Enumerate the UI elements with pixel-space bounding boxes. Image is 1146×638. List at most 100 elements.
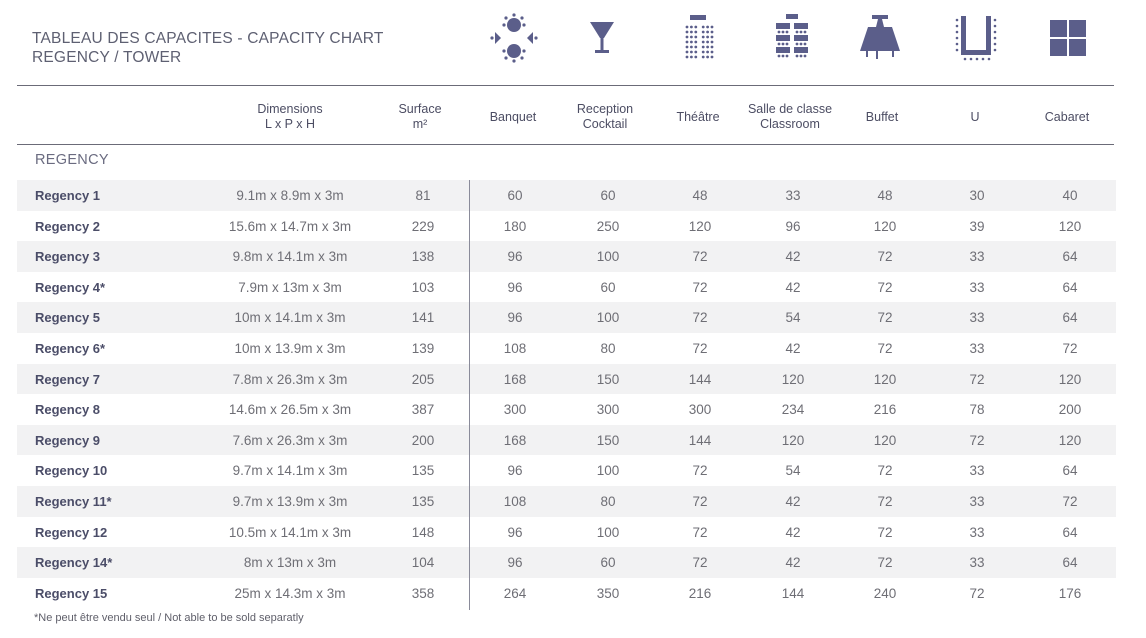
table-row: Regency 5 10m x 14.1m x 3m 141 96 100 72 54 72 3… xyxy=(17,302,1116,333)
cell-buffet: 48 xyxy=(877,188,893,203)
table-row: Regency 15 25m x 14.3m x 3m 358 264 350 216 14… xyxy=(17,578,1116,609)
cell-dim: 15.6m x 14.7m x 3m xyxy=(228,218,352,234)
cell-theatre: 72 xyxy=(692,524,708,540)
cell-buffet: 120 xyxy=(873,218,897,234)
cell-dim: 7.9m x 13m x 3m xyxy=(238,279,342,295)
cell-u: 33 xyxy=(969,310,985,326)
column-divider xyxy=(469,180,470,610)
cell-surface: 229 xyxy=(411,218,435,234)
room-name: Regency 6* xyxy=(35,340,106,356)
cell-cabaret: 40 xyxy=(1062,188,1078,203)
cell-surface: 141 xyxy=(411,310,435,326)
cell-banquet: 108 xyxy=(503,340,527,356)
room-name: Regency 9 xyxy=(35,432,101,448)
cell-surface: 135 xyxy=(411,463,435,479)
cell-banquet: 96 xyxy=(507,279,523,295)
table-row: Regency 14* 8m x 13m x 3m 104 96 60 72 42 72 33 6… xyxy=(17,547,1116,578)
header-surface: Surface m² xyxy=(398,102,442,131)
table-row: Regency 11* 9.7m x 13.9m x 3m 135 108 80 72 42… xyxy=(17,485,1116,517)
cell-cabaret: 176 xyxy=(1058,585,1082,601)
cell-theatre: 72 xyxy=(692,279,708,295)
cell-u: 33 xyxy=(969,555,985,571)
classroom-icon xyxy=(764,10,820,66)
room-name: Regency 8 xyxy=(35,402,101,418)
cell-banquet: 96 xyxy=(507,463,523,479)
cell-u: 30 xyxy=(969,188,985,203)
cell-theatre: 216 xyxy=(688,585,712,601)
cell-reception: 80 xyxy=(600,493,616,509)
table-row: Regency 3 9.8m x 14.1m x 3m 138 96 100 72 42 72… xyxy=(17,241,1116,272)
buffet-icon xyxy=(852,10,908,66)
cell-dim: 10.5m x 14.1m x 3m xyxy=(228,524,352,540)
cell-banquet: 300 xyxy=(503,402,527,418)
cell-theatre: 144 xyxy=(688,432,712,448)
cell-dim: 25m x 14.3m x 3m xyxy=(234,585,346,601)
cell-reception: 100 xyxy=(596,524,620,540)
table-row: Regency 4* 7.9m x 13m x 3m 103 96 60 72 42 72 33… xyxy=(17,272,1116,303)
cell-dim: 8m x 13m x 3m xyxy=(243,555,337,571)
header-reception: Reception Cocktail xyxy=(576,102,634,131)
cell-banquet: 180 xyxy=(503,218,527,234)
cell-u: 72 xyxy=(969,432,985,448)
cell-surface: 135 xyxy=(411,493,435,509)
cell-dim: 9.7m x 14.1m x 3m xyxy=(232,463,348,479)
cell-reception: 80 xyxy=(600,340,616,356)
room-name: Regency 12 xyxy=(35,524,108,540)
cell-buffet: 72 xyxy=(877,279,893,295)
room-name: Regency 10 xyxy=(35,463,108,479)
cell-buffet: 72 xyxy=(877,340,893,356)
cell-theatre: 72 xyxy=(692,340,708,356)
cocktail-icon xyxy=(574,10,630,66)
cell-reception: 250 xyxy=(596,218,620,234)
cell-reception: 100 xyxy=(596,310,620,326)
cell-surface: 387 xyxy=(411,402,435,418)
cell-banquet: 168 xyxy=(503,371,527,387)
cell-classroom: 42 xyxy=(785,340,801,356)
header-top-rule xyxy=(17,85,1114,86)
cell-banquet: 108 xyxy=(503,493,527,509)
cell-reception: 100 xyxy=(596,249,620,265)
cell-u: 39 xyxy=(969,218,985,234)
cell-classroom: 54 xyxy=(785,463,801,479)
cell-buffet: 120 xyxy=(873,371,897,387)
cell-buffet: 120 xyxy=(873,432,897,448)
cell-u: 72 xyxy=(969,585,985,601)
table-row: Regency 2 15.6m x 14.7m x 3m 229 180 250 120 9… xyxy=(17,211,1116,242)
cell-banquet: 96 xyxy=(507,310,523,326)
footnote: *Ne peut être vendu seul / Not able to b… xyxy=(34,612,304,624)
cell-classroom: 33 xyxy=(785,188,801,203)
cell-cabaret: 200 xyxy=(1058,402,1082,418)
title-block: TABLEAU DES CAPACITES - CAPACITY CHART R… xyxy=(32,29,384,67)
table-row: Regency 9 7.6m x 26.3m x 3m 200 168 150 144 12… xyxy=(17,424,1116,456)
cell-dim: 10m x 14.1m x 3m xyxy=(234,310,346,326)
table-row: Regency 1 9.1m x 8.9m x 3m 81 60 60 48 33 48 30 4… xyxy=(17,180,1116,211)
cell-classroom: 42 xyxy=(785,555,801,571)
cell-buffet: 216 xyxy=(873,402,897,418)
cell-surface: 200 xyxy=(411,432,435,448)
cell-surface: 205 xyxy=(411,371,435,387)
cell-cabaret: 64 xyxy=(1062,555,1078,571)
cell-dim: 9.1m x 8.9m x 3m xyxy=(236,188,344,203)
cell-dim: 7.8m x 26.3m x 3m xyxy=(232,371,348,387)
cell-classroom: 234 xyxy=(781,402,805,418)
table-row: Regency 6* 10m x 13.9m x 3m 139 108 80 72 42 72… xyxy=(17,333,1116,364)
cell-classroom: 42 xyxy=(785,279,801,295)
page-subtitle: REGENCY / TOWER xyxy=(32,49,182,66)
section-label: REGENCY xyxy=(35,152,109,168)
cell-surface: 103 xyxy=(411,279,435,295)
cabaret-icon xyxy=(1040,10,1096,66)
cell-reception: 60 xyxy=(600,279,616,295)
cell-banquet: 96 xyxy=(507,249,523,265)
cell-u: 33 xyxy=(969,463,985,479)
cell-surface: 358 xyxy=(411,585,435,601)
room-name: Regency 3 xyxy=(35,249,101,265)
cell-reception: 100 xyxy=(596,463,620,479)
banquet-icon xyxy=(486,10,542,66)
cell-theatre: 72 xyxy=(692,555,708,571)
cell-cabaret: 72 xyxy=(1062,493,1078,509)
header-cabaret: Cabaret xyxy=(1044,109,1090,124)
cell-buffet: 240 xyxy=(873,585,897,601)
cell-cabaret: 64 xyxy=(1062,279,1078,295)
cell-reception: 350 xyxy=(596,585,620,601)
page-title: TABLEAU DES CAPACITES - CAPACITY CHART xyxy=(32,30,384,47)
